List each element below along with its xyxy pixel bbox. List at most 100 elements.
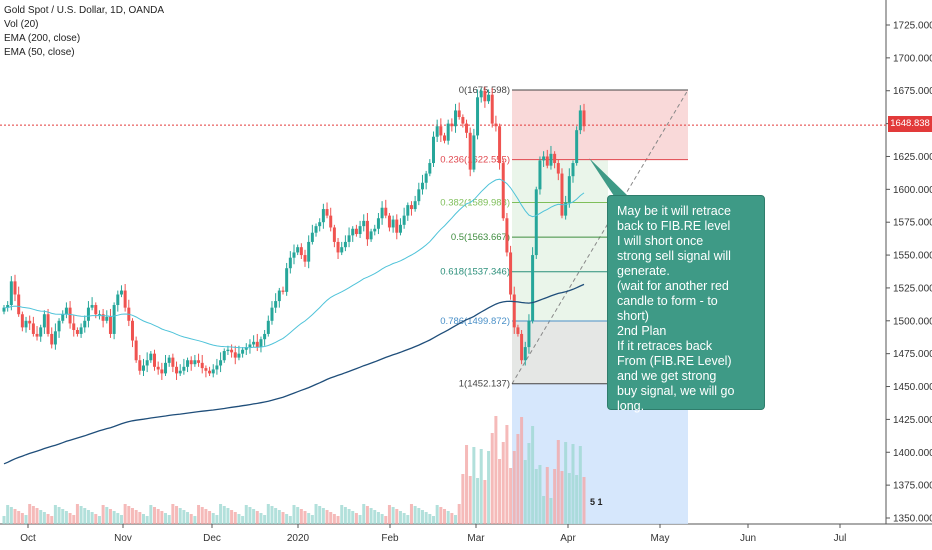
x-tick-label: Oct bbox=[20, 533, 36, 544]
candle-body bbox=[119, 290, 123, 295]
chart-title: Gold Spot / U.S. Dollar, 1D, OANDA bbox=[4, 5, 165, 16]
candle-body bbox=[487, 94, 491, 102]
volume-bar bbox=[391, 507, 395, 524]
volume-bar bbox=[369, 508, 373, 524]
candle-body bbox=[123, 290, 127, 308]
volume-bar bbox=[9, 507, 13, 524]
volume-bar bbox=[127, 506, 131, 524]
candle-body bbox=[483, 90, 487, 102]
volume-bar bbox=[424, 512, 428, 524]
candle-body bbox=[402, 215, 406, 225]
candle-body bbox=[549, 153, 553, 166]
volume-bar bbox=[211, 513, 215, 524]
volume-bar bbox=[351, 511, 355, 524]
x-tick-label: Apr bbox=[560, 533, 576, 544]
volume-bar bbox=[270, 506, 274, 524]
candle-body bbox=[564, 202, 568, 216]
volume-bar bbox=[556, 440, 560, 524]
y-tick-label: 1700.000 bbox=[893, 53, 932, 64]
candle-body bbox=[542, 156, 546, 161]
volume-bar bbox=[222, 506, 226, 524]
volume-bar bbox=[340, 505, 344, 524]
volume-bar bbox=[6, 505, 10, 524]
candle-body bbox=[130, 320, 134, 341]
candle-body bbox=[252, 341, 256, 345]
volume-bar bbox=[472, 447, 476, 524]
candle-body bbox=[450, 123, 454, 127]
volume-bar bbox=[431, 516, 435, 524]
earnings-badge[interactable]: 5 1 bbox=[590, 497, 603, 507]
y-tick-label: 1675.000 bbox=[893, 86, 932, 97]
volume-bar bbox=[549, 498, 553, 524]
candle-body bbox=[292, 252, 296, 258]
candle-body bbox=[28, 320, 32, 324]
indicator-ema200[interactable]: EMA (200, close) bbox=[4, 33, 81, 44]
volume-bar bbox=[204, 509, 208, 524]
fib-level-label: 0.382(1589.988) bbox=[440, 197, 510, 208]
volume-bar bbox=[68, 513, 72, 524]
fib-level-label: 0.5(1563.667) bbox=[451, 232, 510, 243]
candle-body bbox=[398, 224, 402, 233]
candle-body bbox=[145, 360, 149, 366]
indicator-ema50[interactable]: EMA (50, close) bbox=[4, 47, 75, 58]
candle-body bbox=[512, 294, 516, 328]
volume-bar bbox=[230, 510, 234, 524]
volume-bar bbox=[373, 510, 377, 524]
volume-bar bbox=[50, 516, 54, 524]
candle-body bbox=[178, 370, 182, 374]
candle-body bbox=[505, 218, 509, 253]
volume-bar bbox=[457, 504, 461, 524]
candle-body bbox=[358, 226, 362, 235]
candle-body bbox=[175, 366, 179, 374]
candle-body bbox=[520, 333, 524, 361]
volume-bar bbox=[483, 480, 487, 524]
volume-bar bbox=[248, 507, 252, 524]
volume-bar bbox=[494, 416, 498, 524]
volume-bar bbox=[255, 511, 259, 524]
volume-bar bbox=[376, 512, 380, 524]
volume-bar bbox=[138, 512, 142, 524]
trade-idea-note[interactable]: May be it will retrace back to FIB.RE le… bbox=[607, 195, 765, 413]
volume-bar bbox=[182, 510, 186, 524]
note-pointer bbox=[589, 158, 628, 196]
volume-bar bbox=[325, 510, 329, 524]
volume-bar bbox=[167, 515, 171, 524]
volume-bar bbox=[402, 513, 406, 524]
candle-body bbox=[457, 110, 461, 118]
candle-body bbox=[472, 135, 476, 170]
volume-bar bbox=[112, 511, 116, 524]
y-tick-label: 1600.000 bbox=[893, 185, 932, 196]
volume-bar bbox=[505, 425, 509, 524]
candle-body bbox=[465, 123, 469, 133]
volume-bar bbox=[233, 512, 237, 524]
chart-legend: Gold Spot / U.S. Dollar, 1D, OANDA Vol (… bbox=[4, 4, 164, 60]
candle-body bbox=[105, 316, 109, 321]
candle-body bbox=[362, 220, 366, 227]
volume-bar bbox=[542, 496, 546, 524]
candle-body bbox=[332, 227, 336, 242]
candle-body bbox=[160, 369, 164, 374]
volume-bar bbox=[53, 505, 57, 524]
candle-body bbox=[439, 126, 443, 136]
volume-bar bbox=[164, 513, 168, 524]
candle-body bbox=[468, 132, 472, 170]
volume-bar bbox=[277, 510, 281, 524]
candle-body bbox=[490, 94, 494, 124]
volume-bar bbox=[516, 434, 520, 524]
volume-bar bbox=[274, 508, 278, 524]
indicator-volume[interactable]: Vol (20) bbox=[4, 19, 39, 30]
volume-bar bbox=[362, 504, 366, 524]
candle-body bbox=[347, 235, 351, 242]
y-tick-label: 1425.000 bbox=[893, 415, 932, 426]
fib-level-label: 0.618(1537.346) bbox=[440, 267, 510, 278]
candle-body bbox=[476, 97, 480, 136]
volume-bar bbox=[398, 511, 402, 524]
candle-body bbox=[64, 307, 68, 315]
y-tick-label: 1550.000 bbox=[893, 251, 932, 262]
candle-body bbox=[266, 320, 270, 334]
price-axis-pane bbox=[886, 0, 932, 550]
volume-bar bbox=[149, 505, 153, 524]
candle-body bbox=[153, 353, 157, 367]
candle-body bbox=[365, 220, 369, 240]
